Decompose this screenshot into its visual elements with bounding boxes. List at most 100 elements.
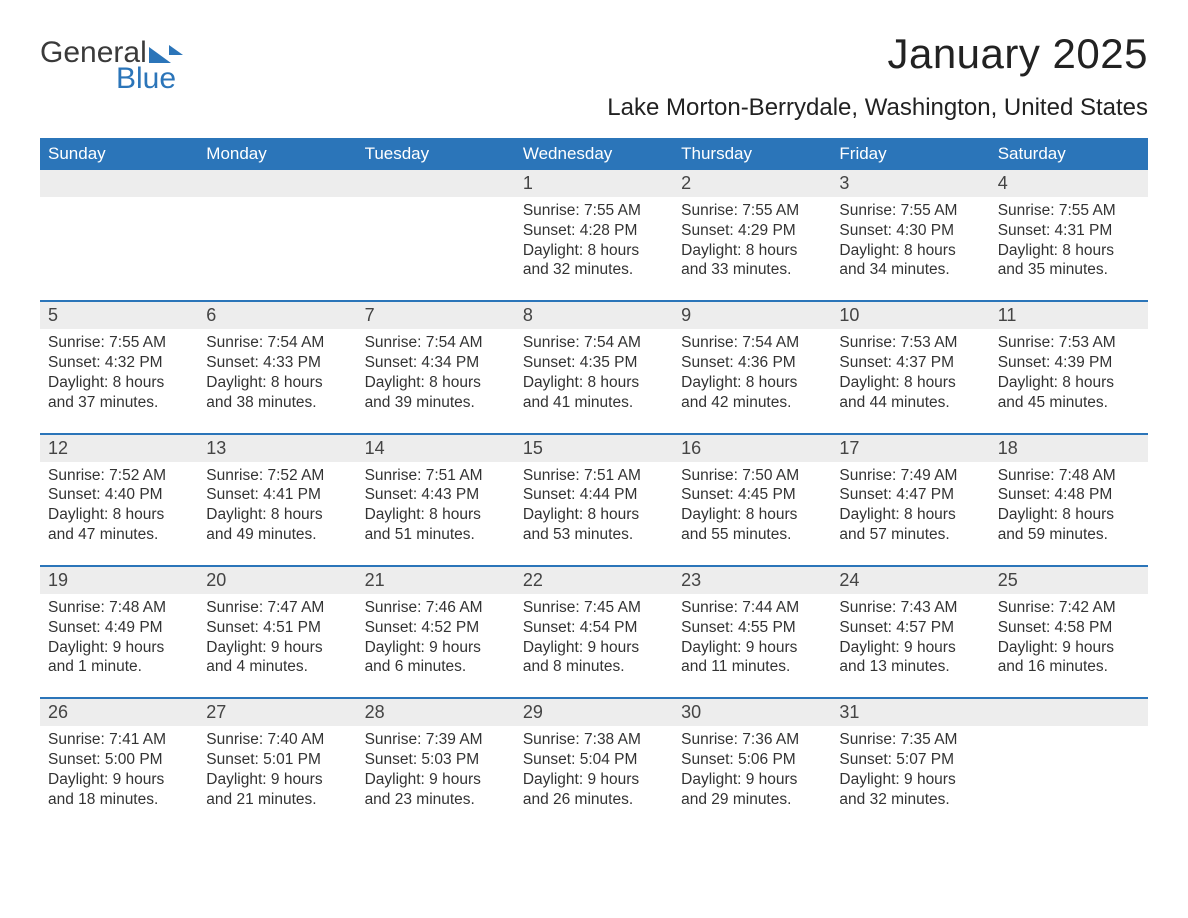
daylight-text: and 51 minutes. (365, 525, 507, 545)
sunset-text: Sunset: 5:01 PM (206, 750, 348, 770)
daylight-text: Daylight: 8 hours (839, 505, 981, 525)
day-body-cell: Sunrise: 7:41 AMSunset: 5:00 PMDaylight:… (40, 726, 198, 829)
daylight-text: Daylight: 9 hours (206, 638, 348, 658)
sunset-text: Sunset: 4:51 PM (206, 618, 348, 638)
day-body-cell: Sunrise: 7:52 AMSunset: 4:41 PMDaylight:… (198, 462, 356, 566)
header: General Blue January 2025 Lake Morton-Be… (40, 30, 1148, 132)
location: Lake Morton-Berrydale, Washington, Unite… (607, 94, 1148, 122)
day-body-cell: Sunrise: 7:51 AMSunset: 4:43 PMDaylight:… (357, 462, 515, 566)
day-number-cell (990, 698, 1148, 726)
logo: General Blue (40, 30, 183, 94)
sunset-text: Sunset: 4:44 PM (523, 485, 665, 505)
sunrise-text: Sunrise: 7:43 AM (839, 598, 981, 618)
sunset-text: Sunset: 4:55 PM (681, 618, 823, 638)
day-number-row: 12131415161718 (40, 434, 1148, 462)
sunrise-text: Sunrise: 7:51 AM (365, 466, 507, 486)
sunset-text: Sunset: 5:06 PM (681, 750, 823, 770)
day-body-cell (990, 726, 1148, 829)
daylight-text: Daylight: 8 hours (839, 373, 981, 393)
sunrise-text: Sunrise: 7:53 AM (998, 333, 1140, 353)
sunrise-text: Sunrise: 7:40 AM (206, 730, 348, 750)
day-number-cell: 7 (357, 301, 515, 329)
sunrise-text: Sunrise: 7:44 AM (681, 598, 823, 618)
daylight-text: and 39 minutes. (365, 393, 507, 413)
daylight-text: Daylight: 8 hours (998, 241, 1140, 261)
day-number-cell: 18 (990, 434, 1148, 462)
sunrise-text: Sunrise: 7:54 AM (365, 333, 507, 353)
calendar-table: SundayMondayTuesdayWednesdayThursdayFrid… (40, 138, 1148, 830)
day-body-row: Sunrise: 7:48 AMSunset: 4:49 PMDaylight:… (40, 594, 1148, 698)
weekday-header: Saturday (990, 138, 1148, 170)
daylight-text: Daylight: 8 hours (681, 373, 823, 393)
day-body-cell: Sunrise: 7:53 AMSunset: 4:37 PMDaylight:… (831, 329, 989, 433)
sunrise-text: Sunrise: 7:50 AM (681, 466, 823, 486)
day-number-cell: 22 (515, 566, 673, 594)
daylight-text: Daylight: 9 hours (681, 770, 823, 790)
sunset-text: Sunset: 4:48 PM (998, 485, 1140, 505)
day-body-cell: Sunrise: 7:46 AMSunset: 4:52 PMDaylight:… (357, 594, 515, 698)
daylight-text: Daylight: 8 hours (48, 373, 190, 393)
daylight-text: Daylight: 9 hours (523, 638, 665, 658)
daylight-text: and 23 minutes. (365, 790, 507, 810)
daylight-text: and 21 minutes. (206, 790, 348, 810)
day-body-cell: Sunrise: 7:55 AMSunset: 4:31 PMDaylight:… (990, 197, 1148, 301)
sunrise-text: Sunrise: 7:36 AM (681, 730, 823, 750)
daylight-text: Daylight: 8 hours (206, 505, 348, 525)
sunset-text: Sunset: 4:32 PM (48, 353, 190, 373)
day-body-cell: Sunrise: 7:55 AMSunset: 4:28 PMDaylight:… (515, 197, 673, 301)
daylight-text: and 53 minutes. (523, 525, 665, 545)
daylight-text: and 44 minutes. (839, 393, 981, 413)
daylight-text: Daylight: 9 hours (523, 770, 665, 790)
daylight-text: and 42 minutes. (681, 393, 823, 413)
daylight-text: Daylight: 8 hours (365, 373, 507, 393)
daylight-text: Daylight: 9 hours (998, 638, 1140, 658)
sunset-text: Sunset: 4:54 PM (523, 618, 665, 638)
sunset-text: Sunset: 4:36 PM (681, 353, 823, 373)
day-number-row: 19202122232425 (40, 566, 1148, 594)
sunset-text: Sunset: 4:41 PM (206, 485, 348, 505)
daylight-text: and 32 minutes. (523, 260, 665, 280)
daylight-text: and 26 minutes. (523, 790, 665, 810)
day-body-cell: Sunrise: 7:48 AMSunset: 4:49 PMDaylight:… (40, 594, 198, 698)
sunset-text: Sunset: 4:52 PM (365, 618, 507, 638)
weekday-header: Friday (831, 138, 989, 170)
day-number-cell: 21 (357, 566, 515, 594)
daylight-text: Daylight: 8 hours (523, 505, 665, 525)
daylight-text: and 57 minutes. (839, 525, 981, 545)
sunset-text: Sunset: 4:34 PM (365, 353, 507, 373)
daylight-text: Daylight: 9 hours (48, 638, 190, 658)
daylight-text: and 4 minutes. (206, 657, 348, 677)
daylight-text: and 59 minutes. (998, 525, 1140, 545)
sunrise-text: Sunrise: 7:55 AM (839, 201, 981, 221)
daylight-text: Daylight: 8 hours (523, 241, 665, 261)
sunrise-text: Sunrise: 7:55 AM (523, 201, 665, 221)
sunrise-text: Sunrise: 7:39 AM (365, 730, 507, 750)
daylight-text: Daylight: 9 hours (365, 638, 507, 658)
day-body-cell: Sunrise: 7:50 AMSunset: 4:45 PMDaylight:… (673, 462, 831, 566)
title-block: January 2025 Lake Morton-Berrydale, Wash… (607, 30, 1148, 132)
day-number-cell: 24 (831, 566, 989, 594)
sunrise-text: Sunrise: 7:55 AM (681, 201, 823, 221)
sunrise-text: Sunrise: 7:38 AM (523, 730, 665, 750)
sunset-text: Sunset: 4:40 PM (48, 485, 190, 505)
daylight-text: Daylight: 9 hours (839, 770, 981, 790)
day-number-cell: 29 (515, 698, 673, 726)
day-number-cell: 5 (40, 301, 198, 329)
daylight-text: Daylight: 9 hours (681, 638, 823, 658)
sunset-text: Sunset: 4:45 PM (681, 485, 823, 505)
day-body-cell: Sunrise: 7:49 AMSunset: 4:47 PMDaylight:… (831, 462, 989, 566)
month-title: January 2025 (607, 30, 1148, 78)
sunrise-text: Sunrise: 7:49 AM (839, 466, 981, 486)
sunrise-text: Sunrise: 7:35 AM (839, 730, 981, 750)
daylight-text: and 34 minutes. (839, 260, 981, 280)
day-body-cell: Sunrise: 7:45 AMSunset: 4:54 PMDaylight:… (515, 594, 673, 698)
day-number-cell: 27 (198, 698, 356, 726)
day-body-cell: Sunrise: 7:54 AMSunset: 4:35 PMDaylight:… (515, 329, 673, 433)
daylight-text: and 45 minutes. (998, 393, 1140, 413)
logo-mark-icon-2 (169, 45, 183, 55)
sunset-text: Sunset: 4:29 PM (681, 221, 823, 241)
sunrise-text: Sunrise: 7:54 AM (681, 333, 823, 353)
day-body-row: Sunrise: 7:55 AMSunset: 4:28 PMDaylight:… (40, 197, 1148, 301)
sunset-text: Sunset: 4:28 PM (523, 221, 665, 241)
day-body-cell: Sunrise: 7:42 AMSunset: 4:58 PMDaylight:… (990, 594, 1148, 698)
